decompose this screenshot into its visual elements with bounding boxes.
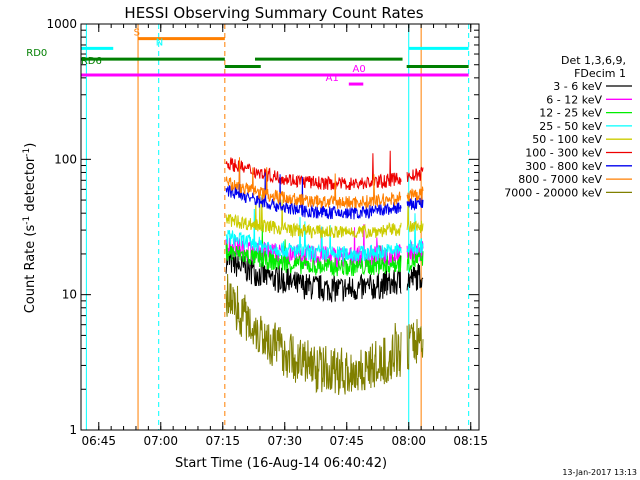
series-line-300-800-kev [225, 165, 424, 220]
x-tick-label: 06:45 [81, 434, 116, 448]
plot-area: S N RD0 RD6 A0 A1 [26, 24, 470, 430]
state-label-s: S [134, 28, 140, 39]
state-label-a1: A1 [326, 73, 339, 84]
state-label-rd0: RD0 [26, 48, 47, 59]
y-axis-label: Count Rate (s-1 detector-1) [22, 143, 38, 314]
series-line-7000-20000-kev [225, 273, 424, 395]
series-line-50-100-kev [225, 194, 424, 239]
legend-label: 7000 - 20000 keV [504, 186, 602, 199]
x-tick-label: 08:00 [391, 434, 426, 448]
axes: 06:45 07:00 07:15 07:30 07:45 08:00 08:15 1 10 10… [46, 17, 488, 448]
state-label-a0: A0 [353, 64, 366, 75]
series-line-12-25-kev [225, 224, 424, 277]
plot-frame [80, 23, 480, 431]
series-line-800-7000-kev [225, 157, 424, 210]
legend-label: 25 - 50 keV [539, 120, 602, 133]
legend-label: 800 - 7000 keV [518, 173, 602, 186]
legend-label: 50 - 100 keV [532, 133, 602, 146]
series-line-25-50-kev [225, 208, 424, 262]
legend-label: 6 - 12 keV [546, 93, 602, 106]
y-tick-label: 1 [69, 423, 77, 437]
state-label-n: N [156, 37, 163, 48]
legend-title-2: FDecim 1 [574, 67, 626, 80]
x-tick-label: 07:45 [329, 434, 364, 448]
footer-timestamp: 13-Jan-2017 13:13 [562, 468, 637, 477]
x-tick-label: 07:00 [143, 434, 178, 448]
y-tick-label: 1000 [46, 17, 77, 31]
y-tick-label: 100 [54, 152, 77, 166]
series-line-3-6-kev [225, 249, 424, 303]
x-axis-label: Start Time (16-Aug-14 06:40:42) [175, 456, 387, 471]
legend-label: 100 - 300 keV [525, 147, 602, 160]
x-tick-label: 07:15 [205, 434, 240, 448]
legend-label: 12 - 25 keV [539, 107, 602, 120]
legend-title-1: Det 1,3,6,9, [561, 54, 626, 67]
chart-title: HESSI Observing Summary Count Rates [124, 4, 423, 22]
x-tick-label: 07:30 [267, 434, 302, 448]
x-tick-label: 08:15 [453, 434, 488, 448]
y-tick-label: 10 [62, 288, 77, 302]
legend-label: 3 - 6 keV [553, 80, 602, 93]
series-line-100-300-kev [225, 150, 424, 191]
legend-label: 300 - 800 keV [525, 160, 602, 173]
state-label-rd6: RD6 [81, 56, 102, 67]
